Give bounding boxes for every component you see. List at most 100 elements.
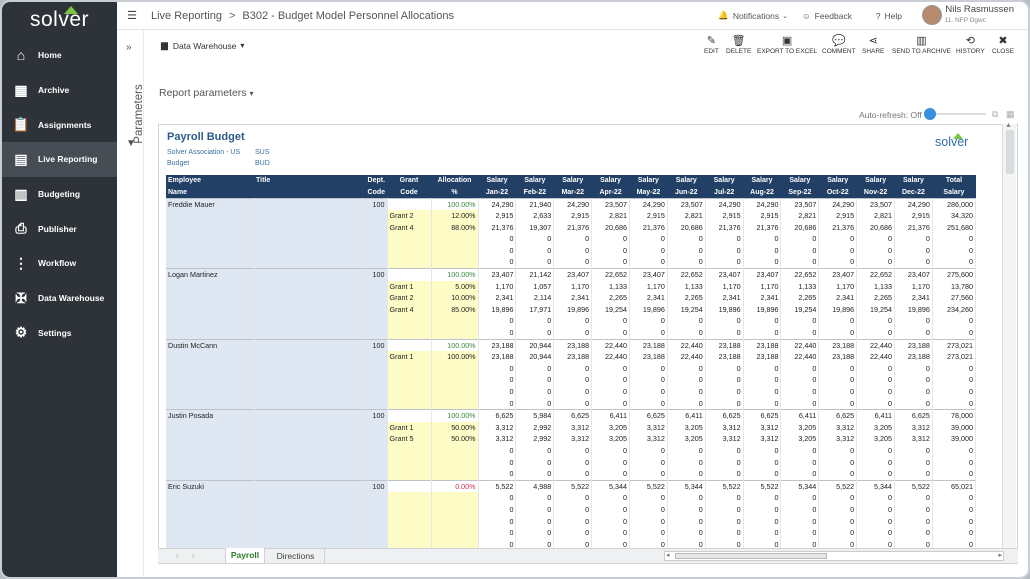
report-parameters-toggle[interactable]: Report parameters ▾ [159, 87, 253, 99]
allocation-percent-cell[interactable] [431, 315, 479, 328]
breadcrumb-live-reporting[interactable]: Live Reporting [151, 9, 222, 22]
salary-cell: 0 [478, 456, 517, 469]
allocation-percent-cell[interactable] [431, 244, 479, 257]
allocation-percent-cell[interactable] [431, 527, 479, 539]
allocation-percent-cell[interactable] [431, 374, 479, 386]
user-name[interactable]: Nils Rasmussen [945, 4, 1014, 15]
grant-code-input[interactable] [387, 527, 432, 539]
vertical-scrollbar[interactable]: ▲ [1002, 122, 1016, 549]
allocation-percent-cell[interactable]: 10.00% [431, 292, 479, 304]
tab-next-icon[interactable]: › [192, 551, 195, 560]
grant-code-input[interactable] [387, 244, 432, 257]
avatar[interactable] [922, 5, 942, 25]
grant-code-input[interactable] [387, 503, 432, 516]
scroll-up-icon[interactable]: ▲ [1005, 122, 1012, 129]
data-source-selector[interactable]: ▆ Data Warehouse ▾ [161, 40, 244, 51]
grant-code-input[interactable] [387, 468, 432, 481]
scroll-thumb[interactable] [1006, 130, 1014, 174]
scroll-left-icon[interactable]: ◂ [666, 552, 670, 559]
sidebar-item-publisher[interactable]: ⎙ Publisher [2, 211, 117, 246]
grant-code-input[interactable] [387, 386, 432, 398]
sidebar-item-assignments[interactable]: 📋 Assignments [2, 107, 117, 142]
grant-code-input[interactable] [387, 492, 432, 504]
solver-logo[interactable]: solver [29, 6, 90, 31]
popout-icon[interactable]: ⧉ [992, 109, 999, 119]
salary-cell: 0 [743, 397, 782, 410]
grant-code-input[interactable]: Grant 2 [387, 292, 432, 304]
auto-refresh-toggle[interactable] [924, 108, 988, 120]
feedback-button[interactable]: ☺ Feedback [802, 2, 852, 29]
sidebar-item-budgeting[interactable]: ▥ Budgeting [2, 177, 117, 212]
allocation-percent-cell[interactable] [431, 233, 479, 245]
grant-code-input[interactable]: Grant 4 [387, 303, 432, 316]
allocation-percent-cell[interactable] [431, 503, 479, 516]
allocation-percent-cell[interactable]: 85.00% [431, 303, 479, 316]
sidebar-item-archive[interactable]: ▦ Archive [2, 73, 117, 108]
allocation-percent-cell[interactable] [431, 515, 479, 528]
grant-code-input[interactable] [387, 256, 432, 269]
allocation-percent-cell[interactable] [431, 386, 479, 398]
close-button[interactable]: ✖ CLOSE [992, 34, 1014, 55]
salary-cell: 2,265 [667, 292, 706, 304]
tab-directions[interactable]: Directions [267, 549, 325, 564]
grant-code-input[interactable] [387, 233, 432, 245]
allocation-percent-cell[interactable] [431, 444, 479, 457]
grant-code-input[interactable]: Grant 4 [387, 221, 432, 234]
allocation-percent-cell[interactable]: 12.00% [431, 210, 479, 222]
allocation-percent-cell[interactable]: 50.00% [431, 433, 479, 445]
grant-code-input[interactable] [387, 444, 432, 457]
grant-code-input[interactable] [387, 397, 432, 410]
allocation-percent-cell[interactable]: 88.00% [431, 221, 479, 234]
allocation-percent-cell[interactable] [431, 327, 479, 340]
edit-button[interactable]: ✎ EDIT [704, 34, 719, 55]
grant-code-input[interactable] [387, 456, 432, 469]
tab-payroll[interactable]: Payroll [225, 548, 265, 564]
delete-button[interactable]: 🗑 DELETE [726, 34, 751, 55]
allocation-percent-cell[interactable] [431, 397, 479, 410]
export-to-excel-button[interactable]: ▣ EXPORT TO EXCEL [757, 34, 817, 55]
allocation-percent-cell[interactable]: 5.00% [431, 280, 479, 293]
sidebar-item-home[interactable]: ⌂ Home [2, 38, 117, 73]
sidebar-item-data-warehouse[interactable]: ✠ Data Warehouse [2, 281, 117, 316]
help-button[interactable]: ? Help [876, 2, 902, 29]
grant-code-input[interactable] [387, 515, 432, 528]
sidebar-item-workflow[interactable]: ⋮ Workflow [2, 246, 117, 281]
grant-code-input[interactable]: Grant 2 [387, 210, 432, 222]
scroll-right-icon[interactable]: ▸ [998, 552, 1002, 559]
allocation-percent-cell[interactable] [431, 492, 479, 504]
tab-prev-icon[interactable]: ‹ [176, 551, 179, 560]
allocation-percent-cell[interactable]: 50.00% [431, 421, 479, 434]
allocation-percent-cell[interactable]: 100.00% [431, 351, 479, 363]
allocation-percent-cell[interactable] [431, 468, 479, 481]
grant-code-input[interactable] [387, 538, 432, 548]
history-button[interactable]: ⟲ HISTORY [956, 34, 985, 55]
horizontal-scrollbar[interactable]: ◂ ▸ [664, 551, 1004, 561]
grant-code-input[interactable]: Grant 1 [387, 280, 432, 293]
grant-code-input[interactable] [387, 327, 432, 340]
sidebar-item-settings[interactable]: ⚙ Settings [2, 316, 117, 351]
share-button[interactable]: ⋖ SHARE [862, 34, 884, 55]
allocation-percent-cell[interactable] [431, 256, 479, 269]
hamburger-menu-icon[interactable]: ☰ [127, 10, 137, 22]
grant-code-input[interactable] [387, 315, 432, 328]
salary-cell: 0 [780, 515, 820, 528]
allocation-percent-cell[interactable] [431, 456, 479, 469]
salary-cell: 0 [856, 492, 896, 504]
notifications-menu[interactable]: 🔔 Notifications ⌄ [718, 2, 788, 29]
sidebar-item-live-reporting[interactable]: ▤ Live Reporting [2, 142, 117, 177]
allocation-percent-cell[interactable] [431, 362, 479, 375]
send-to-archive-button[interactable]: ▥ SEND TO ARCHIVE [892, 34, 951, 55]
hscroll-thumb[interactable] [675, 553, 827, 559]
comment-button[interactable]: 💬 COMMENT [822, 34, 856, 55]
parameters-label[interactable]: Parameters [133, 84, 145, 144]
allocation-percent-cell[interactable] [431, 538, 479, 548]
grant-code-input[interactable]: Grant 5 [387, 433, 432, 445]
filter-icon[interactable]: ▼ [126, 138, 136, 149]
grant-code-input[interactable] [387, 362, 432, 375]
expand-chevron-icon[interactable]: » [126, 42, 132, 53]
grid-view-icon[interactable]: ▦ [1006, 109, 1015, 119]
salary-cell: 3,312 [478, 421, 517, 434]
grant-code-input[interactable]: Grant 1 [387, 421, 432, 434]
grant-code-input[interactable] [387, 374, 432, 386]
grant-code-input[interactable]: Grant 1 [387, 351, 432, 363]
